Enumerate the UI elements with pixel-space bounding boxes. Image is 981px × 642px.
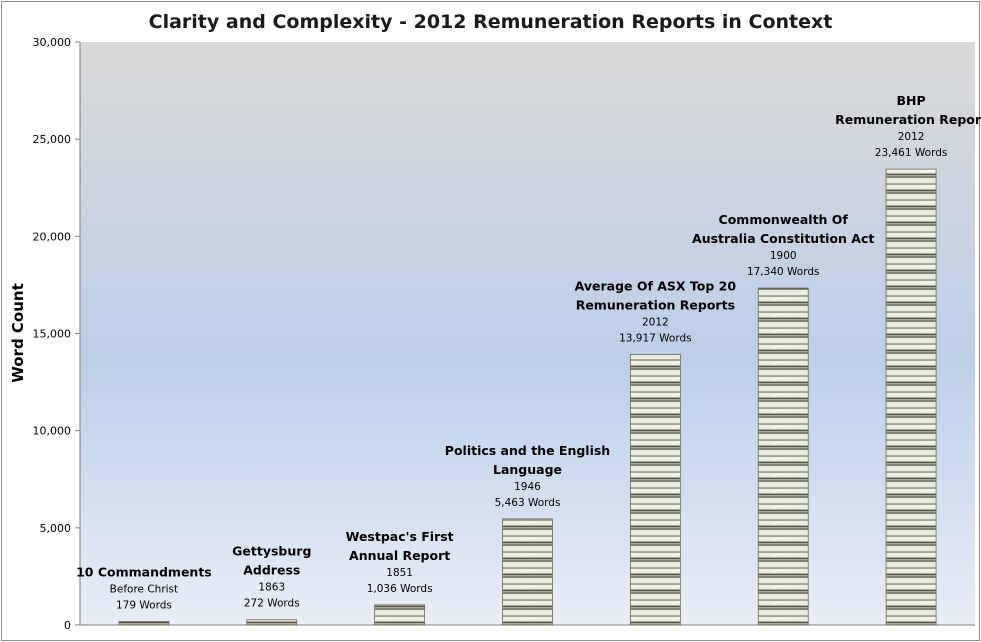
- data-label-detail: 23,461 Words: [875, 147, 948, 159]
- bar: [757, 287, 809, 626]
- y-tick-label: 10,000: [33, 425, 72, 438]
- data-label-title: Gettysburg: [232, 544, 311, 559]
- data-label-title: Westpac's First: [346, 529, 454, 544]
- y-tick-label: 25,000: [33, 133, 72, 146]
- y-ticks: 0 5,000 10,000 15,000 20,000 25,000 30,000: [33, 36, 80, 632]
- y-tick-label: 5,000: [40, 522, 72, 535]
- data-label-title: Politics and the English: [445, 443, 610, 458]
- data-label-detail: 1900: [770, 250, 797, 262]
- data-label-detail: 1946: [514, 481, 541, 493]
- bar: [502, 518, 553, 626]
- data-label: Average Of ASX Top 20 Remuneration Report…: [575, 279, 737, 345]
- data-label-title: Average Of ASX Top 20: [575, 279, 737, 294]
- data-label: Gettysburg Address 1863 272 Words: [232, 544, 311, 610]
- data-label-title: BHP: [896, 93, 925, 108]
- data-label-detail: 13,917 Words: [619, 333, 692, 345]
- data-label: Commonwealth Of Australia Constitution Ac…: [692, 212, 874, 278]
- data-label-detail: Before Christ: [110, 584, 178, 596]
- data-label-detail: 5,463 Words: [495, 497, 561, 509]
- data-label-detail: 1,036 Words: [367, 583, 433, 595]
- bar: [629, 354, 681, 626]
- data-label: BHP Remuneration Report 2012 23,461 Words: [835, 93, 981, 159]
- data-label-detail: 179 Words: [116, 600, 172, 612]
- data-labels: 10 Commandments Before Christ 179 Words Get…: [76, 93, 981, 611]
- y-tick-label: 0: [64, 619, 71, 632]
- data-label-detail: 17,340 Words: [747, 266, 820, 278]
- data-label-detail: 1863: [258, 582, 285, 594]
- data-label-title: 10 Commandments: [76, 565, 212, 580]
- y-tick-label: 20,000: [33, 230, 72, 243]
- bar: [118, 621, 170, 626]
- data-label-detail: 272 Words: [244, 598, 300, 610]
- chart-title: Clarity and Complexity - 2012 Remunerati…: [148, 11, 833, 33]
- data-label-title: Commonwealth Of: [719, 212, 849, 227]
- data-label-title: Remuneration Reports: [576, 298, 735, 313]
- data-label-title: Language: [493, 462, 562, 477]
- data-label-detail: 1851: [386, 567, 413, 579]
- y-tick-label: 30,000: [33, 36, 72, 49]
- data-label: Politics and the English Language 1946 5,46…: [445, 443, 610, 509]
- data-label-detail: 2012: [642, 317, 669, 329]
- data-label-title: Australia Constitution Act: [692, 231, 874, 246]
- data-label-title: Annual Report: [349, 548, 450, 563]
- bar: [246, 619, 298, 626]
- bar: [374, 604, 426, 626]
- bar: [885, 168, 937, 626]
- bars: [118, 168, 937, 626]
- data-label: Westpac's First Annual Report 1851 1,036 Wo…: [346, 529, 454, 595]
- data-label-title: Address: [243, 563, 300, 578]
- data-label: 10 Commandments Before Christ 179 Words: [76, 565, 212, 612]
- data-label-title: Remuneration Report: [835, 112, 981, 127]
- data-label-detail: 2012: [898, 131, 925, 143]
- y-tick-label: 15,000: [33, 328, 72, 341]
